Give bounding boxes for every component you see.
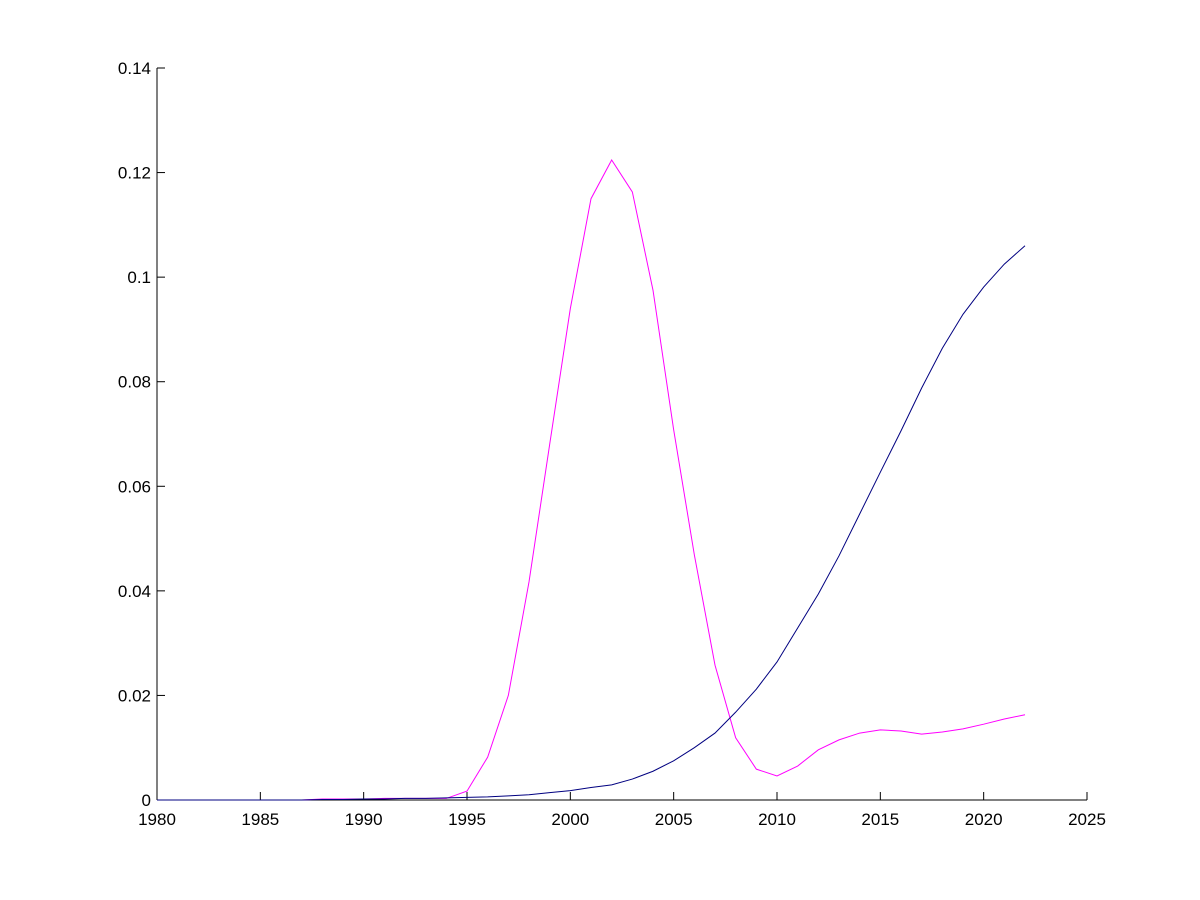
y-tick-label: 0.04 bbox=[118, 582, 151, 601]
y-tick-label: 0.12 bbox=[118, 164, 151, 183]
x-tick-label: 2010 bbox=[758, 810, 796, 829]
y-tick-label: 0.08 bbox=[118, 373, 151, 392]
line bbox=[157, 245, 1026, 801]
y-tick-label: 0 bbox=[142, 791, 151, 810]
x-tick-label: 2000 bbox=[551, 810, 589, 829]
x-tick-label: 1995 bbox=[448, 810, 486, 829]
x-tick-label: 1980 bbox=[138, 810, 176, 829]
y-tick-label: 0.06 bbox=[118, 477, 151, 496]
x-tick-label: 2025 bbox=[1068, 810, 1106, 829]
x-tick-label: 1990 bbox=[345, 810, 383, 829]
y-tick-label: 0.02 bbox=[118, 686, 151, 705]
y-tick-label: 0.1 bbox=[127, 268, 151, 287]
line bbox=[157, 159, 1026, 801]
x-tick-label: 2005 bbox=[655, 810, 693, 829]
x-tick-label: 2020 bbox=[965, 810, 1003, 829]
y-tick-label: 0.14 bbox=[118, 59, 151, 78]
x-tick-label: 2015 bbox=[861, 810, 899, 829]
x-tick-label: 1985 bbox=[241, 810, 279, 829]
